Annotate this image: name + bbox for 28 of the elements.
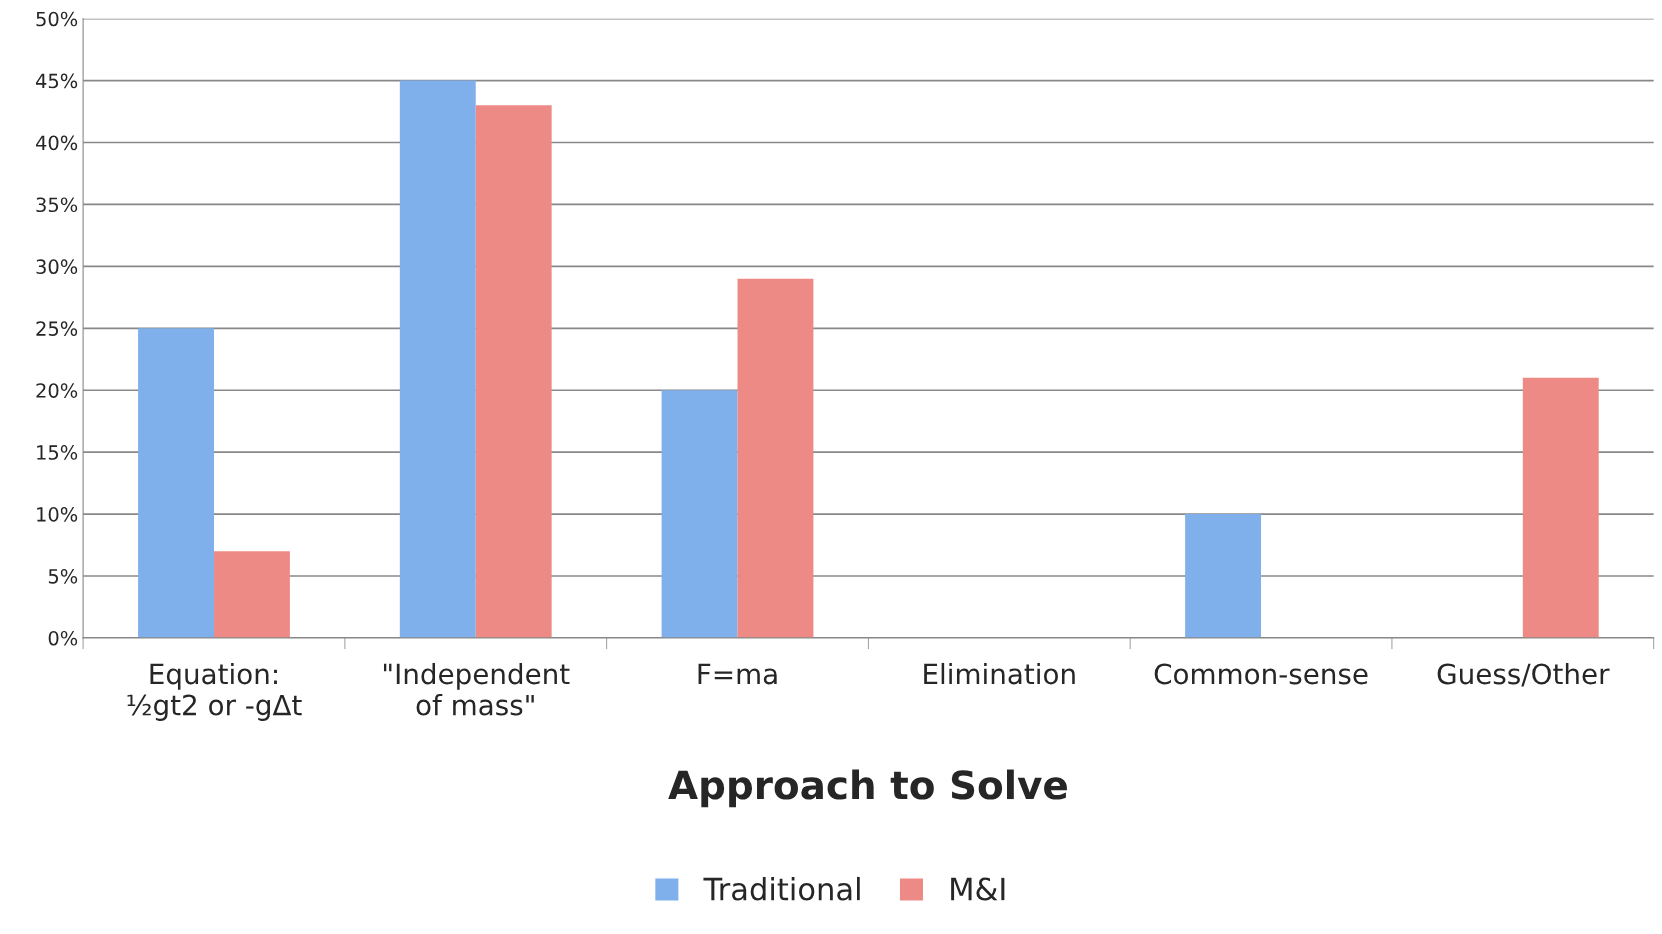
- bar: [213, 551, 290, 638]
- y-tick-label: 0%: [48, 630, 78, 646]
- y-tick-label: 50%: [36, 11, 78, 27]
- legend-label: M&I: [951, 877, 1005, 901]
- y-tick-label: 40%: [35, 135, 78, 151]
- y-tick-label: 15%: [37, 445, 78, 460]
- bar: [1185, 514, 1262, 638]
- bar: [399, 80, 476, 638]
- bar: [661, 390, 738, 638]
- y-tick-label: 30%: [36, 259, 78, 275]
- x-tick-label: F=ma: [698, 663, 777, 685]
- y-tick-label: 45%: [35, 73, 78, 89]
- bar: [138, 328, 214, 638]
- legend-label: Traditional: [703, 876, 860, 901]
- bar: [475, 105, 552, 638]
- y-tick-label: 10%: [37, 507, 78, 522]
- y-tick-label: 20%: [36, 383, 78, 398]
- x-tick-label: Elimination: [924, 662, 1075, 685]
- x-tick-label: Equation: ½gt2 or -gΔt: [127, 662, 302, 721]
- y-tick-label: 25%: [36, 321, 78, 336]
- x-tick-label: "Independent of mass": [383, 662, 570, 716]
- x-tick-label: Common-sense: [1154, 663, 1368, 685]
- bar: [737, 278, 814, 638]
- bar: [1522, 377, 1599, 638]
- y-tick-label: 35%: [36, 197, 78, 213]
- x-axis-title: Approach to Solve: [668, 769, 1067, 808]
- x-tick-label: Guess/Other: [1437, 662, 1610, 687]
- y-tick-label: 5%: [48, 568, 78, 584]
